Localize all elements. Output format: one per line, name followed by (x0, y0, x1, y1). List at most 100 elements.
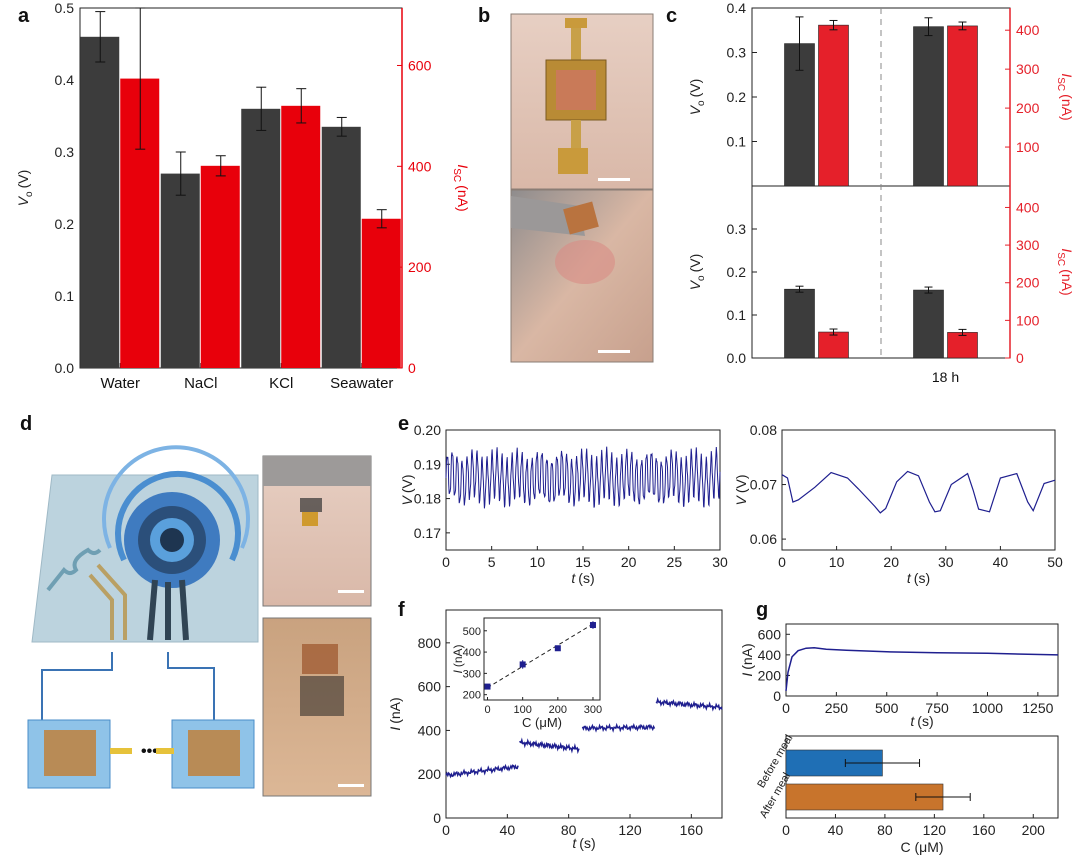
inset-point (589, 622, 596, 629)
x-axis-title: t (s) (571, 570, 594, 586)
y-axis-title: V (V) (399, 474, 415, 505)
chart-e2-voltage-trace: 0 10 20 30 40 50 0.06 0.07 0.08 t (s) V (V) (733, 422, 1063, 586)
ytick-label: 0.0 (727, 350, 747, 366)
xtick-label: 0 (442, 822, 450, 838)
voltage-series (445, 446, 721, 509)
current-step-2 (581, 722, 656, 733)
category-label: KCl (269, 375, 293, 392)
ytick-label: 0.20 (414, 422, 441, 438)
inset-y-title: I (nA) (451, 644, 465, 673)
xtick-label: 5 (488, 554, 496, 570)
inset-frame (483, 617, 601, 701)
bar-vo (241, 108, 281, 369)
y-axis-title-unit: (nA) (739, 643, 755, 669)
photo-forearm-device (262, 617, 372, 797)
y-axis-title-bottom-sub: o (696, 275, 707, 281)
y2-axis-title-top-main: I (1059, 73, 1075, 77)
y2tick-label: 200 (1016, 275, 1040, 291)
y2tick-label: 200 (1016, 100, 1040, 116)
xtick-label: 40 (500, 822, 516, 838)
bar-vo (321, 126, 361, 368)
ytick-label: 200 (758, 667, 782, 683)
xtick-label: 500 (875, 700, 899, 716)
ytick-label: 400 (758, 647, 782, 663)
y-axis-title-top-unit: (V) (687, 79, 703, 98)
bar-isc (818, 331, 849, 359)
x-axis-title-unit: (s) (914, 570, 930, 586)
x-axis-title-unit: (s) (579, 835, 595, 851)
svg-text:•••: ••• (141, 743, 158, 760)
chart-e1-voltage-trace: 0 5 10 15 20 25 30 0.17 0.18 0.19 0.20 t (s) V (V) (399, 422, 728, 586)
xtick-label: 1250 (1022, 700, 1053, 716)
y-axis-title-sub: o (24, 191, 35, 197)
y-axis-title-bottom: Vo (V) (687, 254, 707, 291)
photo-device-on-skin-top (510, 13, 654, 190)
y2tick-label: 100 (1016, 139, 1040, 155)
current-step-1 (519, 737, 580, 755)
y-axis-title-main: I (387, 727, 403, 731)
y-axis-title-main: V (399, 495, 415, 506)
y-axis-title: I (nA) (387, 697, 403, 730)
inset-point (554, 645, 561, 652)
bar-vo (913, 289, 944, 359)
xtick-label: 40 (993, 554, 1009, 570)
device-schematic: ••• (27, 445, 259, 789)
ytick-label: 0.1 (727, 307, 747, 323)
y2-axis-title-bottom-unit: (nA) (1059, 269, 1075, 295)
y-axis-title: V (V) (733, 474, 749, 505)
y-axis-title-unit: (V) (733, 474, 749, 493)
bar-isc (818, 24, 849, 187)
y-axis-title-unit: (nA) (387, 697, 403, 723)
inset-ytick-label: 300 (463, 668, 481, 680)
x-axis-title-main: t (907, 570, 912, 586)
inset-point (484, 683, 491, 690)
ytick-label: 600 (418, 679, 442, 695)
ytick-label: 0.4 (727, 0, 747, 16)
y-axis-title-top-sub: o (696, 100, 707, 106)
y2tick-label: 400 (1016, 22, 1040, 38)
ytick-label: 400 (418, 722, 442, 738)
ytick-label: 0.18 (414, 491, 441, 507)
xtick-label: 0 (782, 700, 790, 716)
ytick-label: 0.5 (55, 0, 75, 16)
inset-ytick-label: 400 (463, 647, 481, 659)
inset-xtick-label: 100 (513, 704, 531, 716)
ytick-label: 0 (773, 688, 781, 704)
y2tick-label: 0 (408, 360, 416, 376)
ytick-label: 0.19 (414, 456, 441, 472)
y-axis-title-bottom-unit: (V) (687, 254, 703, 273)
y2tick-label: 300 (1016, 237, 1040, 253)
xtick-label: 10 (829, 554, 845, 570)
chart-c-stability-bars: 0.10.20.30.4100200300400Vo(V)ISC(nA)0.00… (687, 0, 1075, 385)
xtick-label: 250 (825, 700, 849, 716)
ytick-label: 0.3 (727, 45, 747, 61)
inset-ytick-label: 500 (463, 626, 481, 638)
y-axis-title-bottom-main: V (687, 279, 703, 290)
plot-frame (445, 429, 721, 551)
y2-axis-title-main: I (455, 164, 471, 168)
panel-label-b: b (478, 5, 490, 27)
bar-isc (361, 218, 401, 368)
ytick-label: 0.07 (750, 477, 777, 493)
current-series (785, 646, 1059, 691)
xtick-label: 30 (938, 554, 954, 570)
y2tick-label: 400 (408, 158, 432, 174)
y2-axis-title-top-unit: (nA) (1059, 94, 1075, 120)
y2tick-label: 0 (1016, 350, 1024, 366)
xtick-label: 30 (712, 554, 728, 570)
x-axis-title: t (s) (910, 713, 933, 729)
category-label: 18 h (932, 369, 959, 385)
y2-axis-title-sub: SC (451, 168, 462, 182)
y2tick-label: 100 (1016, 312, 1040, 328)
current-step-0 (445, 763, 519, 779)
plot-frame (445, 609, 723, 819)
y-axis-title-main: I (739, 673, 755, 677)
panel-label-g: g (756, 599, 768, 621)
y2tick-label: 400 (1016, 199, 1040, 215)
photo-wrist-device (262, 455, 372, 607)
xtick-label: 20 (883, 554, 899, 570)
inset-xtick-label: 0 (484, 704, 490, 716)
inset-xtick-label: 200 (549, 704, 567, 716)
